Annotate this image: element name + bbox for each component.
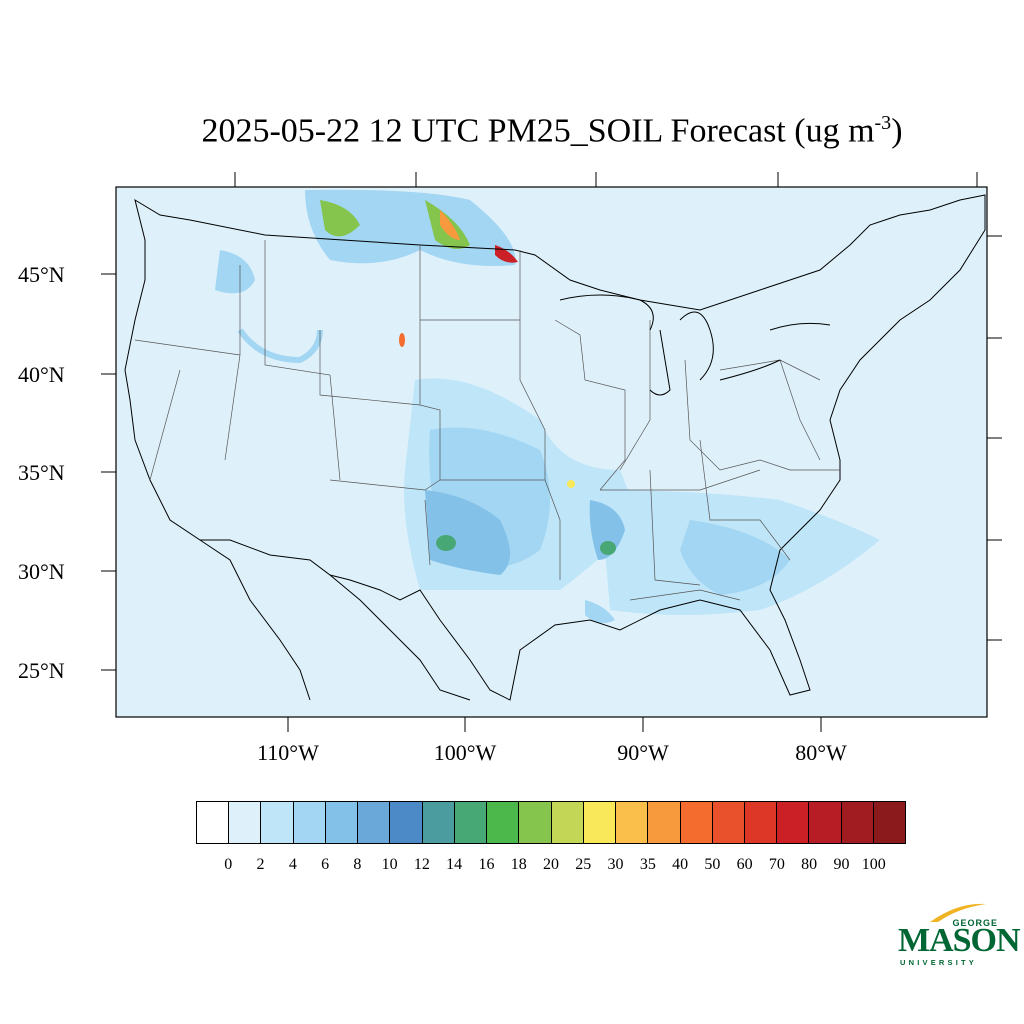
lon-label: 110°W [257, 740, 319, 765]
hotspot-lower-miss [600, 541, 616, 555]
colorbar-tick-label: 35 [639, 856, 656, 873]
colorbar-tick-label: 30 [607, 856, 624, 873]
colorbar-tick-label: 0 [224, 856, 233, 873]
colorbar-tick-label: 2 [256, 856, 265, 873]
colorbar-segment [390, 802, 423, 843]
plume-gulf [585, 600, 615, 624]
lat-label: 45°N [18, 262, 65, 287]
gmu-logo: GEORGE MASON UNIVERSITY [898, 900, 1021, 968]
colorbar-labels: 0 2 4 6 8 10 12 14 16 18 20 25 30 35 40 50 60 70 80 90 100 [196, 856, 906, 876]
colorbar-segment [841, 802, 874, 843]
colorbar-segment [648, 802, 681, 843]
hotspot-montana-orange [440, 210, 460, 240]
colorbar-tick-label: 8 [353, 856, 362, 873]
colorbar-segment [197, 802, 230, 843]
plume-georgia [680, 520, 790, 595]
logo-top-text: GEORGE [952, 918, 998, 928]
left-ticks [101, 273, 116, 671]
colorbar-segment [616, 802, 649, 843]
colorbar-tick-label: 60 [736, 856, 753, 873]
colorbar-segment [583, 802, 617, 843]
lon-label: 100°W [433, 740, 497, 765]
plume-northwest [215, 250, 255, 294]
lat-label: 25°N [18, 658, 65, 683]
logo-sub-text: UNIVERSITY [900, 958, 978, 967]
hotspot-texas-green [436, 535, 456, 551]
plume-texas [425, 490, 510, 575]
colorbar-tick-label: 100 [861, 856, 886, 873]
title-exponent: -3 [874, 112, 892, 134]
colorbar-segment [325, 802, 359, 843]
concentration-field [215, 189, 880, 624]
title-main: 2025-05-22 12 UTC PM25_SOIL Forecast (ug… [201, 112, 875, 150]
colorbar-segment [680, 802, 713, 843]
mexico-outline [199, 539, 471, 701]
colorbar-tick-label: 50 [704, 856, 721, 873]
bottom-ticks [287, 717, 822, 732]
colorbar-segment [454, 802, 488, 843]
map-title: 2025-05-22 12 UTC PM25_SOIL Forecast (ug… [0, 112, 1024, 150]
plume-montana-high [320, 200, 360, 237]
lon-label: 90°W [617, 740, 669, 765]
colorbar [196, 801, 906, 844]
colorbar-segment [873, 802, 906, 843]
map-frame [115, 186, 988, 718]
colorbar-tick-label: 25 [575, 856, 592, 873]
colorbar-segment [422, 802, 455, 843]
right-ticks [987, 235, 1002, 641]
colorbar-segment [744, 802, 778, 843]
colorbar-segment [293, 802, 326, 843]
colorbar-segment [519, 802, 552, 843]
colorbar-tick-label: 80 [801, 856, 818, 873]
title-close: ) [891, 112, 903, 150]
colorbar-tick-label: 14 [446, 856, 463, 873]
great-lakes [559, 294, 831, 396]
logo-main-text: MASON [898, 922, 1021, 959]
colorbar-segment [777, 802, 810, 843]
colorbar-tick-label: 18 [510, 856, 527, 873]
lat-label: 40°N [18, 362, 65, 387]
colorbar-segment [358, 802, 391, 843]
colorbar-tick-label: 70 [768, 856, 785, 873]
colorbar-tick-label: 40 [672, 856, 689, 873]
colorbar-tick-label: 16 [478, 856, 495, 873]
colorbar-tick-label: 6 [321, 856, 330, 873]
hotspot-ozark [567, 480, 575, 488]
lat-label: 30°N [18, 559, 65, 584]
colorbar-tick-label: 90 [833, 856, 850, 873]
colorbar-segment [809, 802, 842, 843]
logo-swoosh-icon [930, 903, 986, 922]
colorbar-segment [487, 802, 520, 843]
colorbar-tick-label: 12 [413, 856, 430, 873]
lat-label: 35°N [18, 460, 65, 485]
plume-idaho-arc [237, 328, 323, 364]
top-ticks [234, 172, 978, 187]
colorbar-tick-label: 4 [288, 856, 297, 873]
colorbar-tick-label: 10 [381, 856, 398, 873]
lon-label: 80°W [795, 740, 847, 765]
colorbar-segment [229, 802, 262, 843]
hotspot-wyoming [399, 333, 405, 347]
colorbar-segment [551, 802, 584, 843]
us-coastline [124, 194, 986, 701]
colorbar-segment [712, 802, 745, 843]
colorbar-segment [261, 802, 294, 843]
colorbar-tick-label: 20 [543, 856, 559, 873]
plume-arkansas [589, 500, 625, 560]
